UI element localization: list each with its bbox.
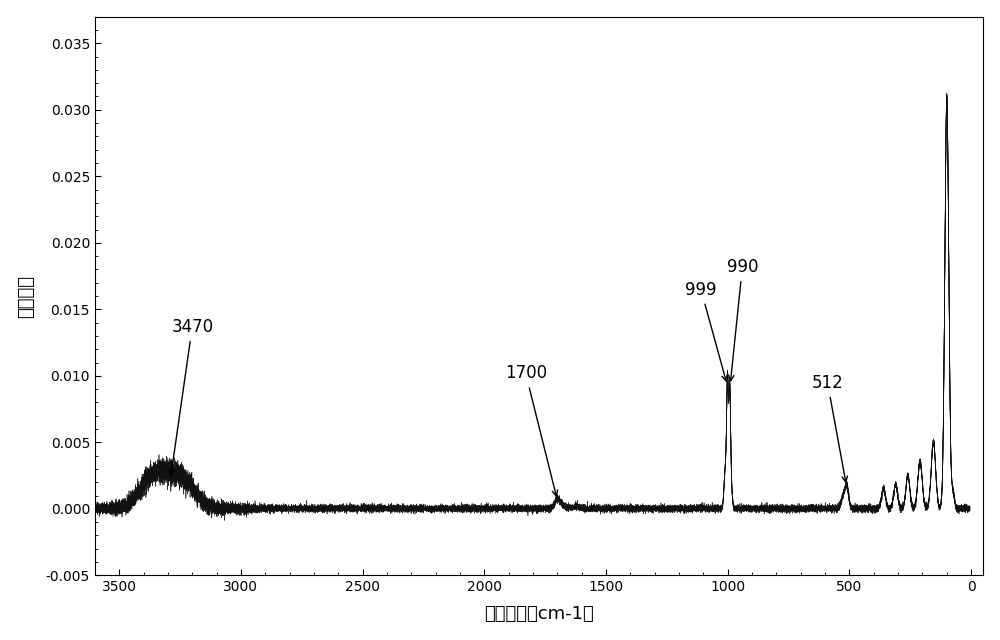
Text: 1700: 1700 [505, 364, 558, 496]
Text: 999: 999 [685, 281, 727, 381]
Text: 512: 512 [812, 374, 847, 482]
Text: 3470: 3470 [169, 318, 213, 476]
Y-axis label: 拉曼强度: 拉曼强度 [17, 275, 35, 317]
X-axis label: 拉曼位移（cm-1）: 拉曼位移（cm-1） [484, 605, 594, 623]
Text: 990: 990 [727, 258, 758, 381]
